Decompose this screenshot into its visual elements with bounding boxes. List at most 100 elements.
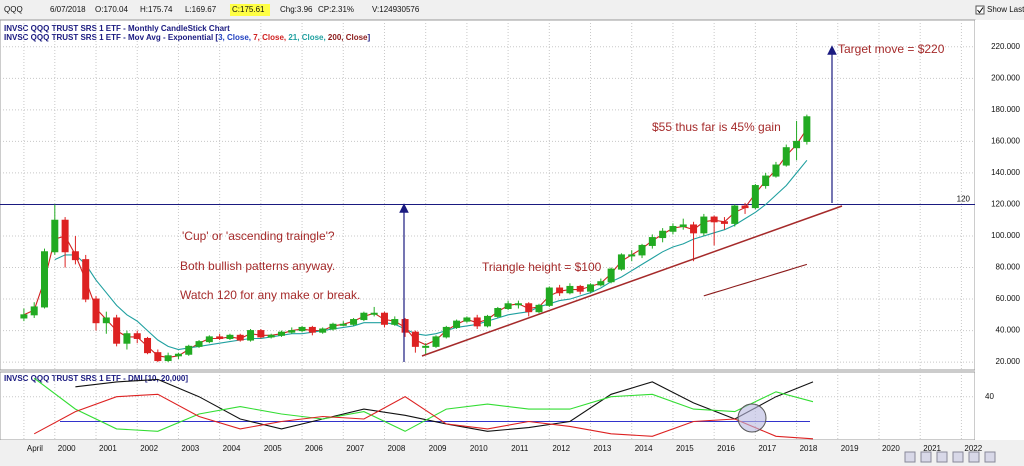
y-tick-label: 140.000 [991, 168, 1020, 177]
candle-body [587, 284, 595, 292]
toolbar-item: QQQ [4, 5, 23, 14]
candle-body [741, 205, 749, 209]
candle-body [82, 259, 90, 300]
candle-body [195, 341, 203, 347]
candle-body [226, 334, 234, 339]
toolbar-item: C:175.61 [232, 5, 265, 14]
candle-body [144, 337, 152, 354]
candle-body [380, 312, 388, 325]
candle-body [174, 353, 182, 357]
y-tick-label: 80.000 [996, 263, 1021, 272]
candle-body [113, 317, 121, 344]
y-tick-label: 120.000 [991, 200, 1020, 209]
x-tick-label: 2007 [346, 444, 364, 453]
candle-body [20, 314, 28, 319]
candle-body [576, 285, 584, 292]
show-last-label[interactable]: Show Last [987, 5, 1024, 14]
x-tick-label: 2009 [429, 444, 447, 453]
candle-body [463, 317, 471, 322]
y-tick-label: 200.000 [991, 73, 1020, 82]
x-tick-label: 2002 [140, 444, 158, 453]
nav-icon[interactable] [968, 451, 980, 463]
candle-body [494, 308, 502, 317]
candle-body [185, 345, 193, 355]
annotation: Both bullish patterns anyway. [180, 259, 335, 273]
candle-body [164, 355, 172, 362]
candle-body [51, 219, 59, 253]
candle-body [659, 230, 667, 239]
candle-body [525, 303, 533, 313]
candle-body [319, 328, 327, 333]
y-tick-label: 220.000 [991, 42, 1020, 51]
candle-body [308, 326, 316, 333]
candle-body [535, 304, 543, 313]
candle-body [731, 205, 739, 224]
x-tick-label: 2010 [470, 444, 488, 453]
checkbox[interactable] [975, 5, 985, 15]
candle-body [267, 334, 275, 338]
candle-body [648, 237, 656, 246]
x-tick-label: 2005 [264, 444, 282, 453]
candle-body [566, 285, 574, 294]
x-tick-label: 2016 [717, 444, 735, 453]
candle-body [61, 219, 69, 253]
x-tick-label: 2013 [594, 444, 612, 453]
nav-icon[interactable] [920, 451, 932, 463]
candle-body [772, 164, 780, 177]
legend-part: 7, Close, [253, 33, 288, 42]
candle-body [669, 226, 677, 232]
y-tick-label: 20.000 [996, 357, 1021, 366]
candle-body [411, 331, 419, 347]
candle-body [123, 333, 131, 344]
candle-body [628, 254, 636, 257]
legend-part: 200, Close [328, 33, 368, 42]
candle-body [236, 334, 244, 341]
candle-body [803, 116, 811, 142]
moving-average [54, 159, 808, 351]
nav-icons [904, 451, 996, 463]
annotation: 'Cup' or 'ascending traingle'? [182, 229, 335, 243]
candle-body [401, 319, 409, 333]
candle-body [700, 216, 708, 234]
toolbar-item: H:175.74 [140, 5, 173, 14]
x-axis-strip [0, 440, 1024, 466]
triangle-trendline [421, 205, 843, 357]
candle-body [41, 251, 49, 308]
nav-icon[interactable] [984, 451, 996, 463]
y-tick-label: 100.000 [991, 231, 1020, 240]
x-tick-label: 2020 [882, 444, 900, 453]
nav-icon[interactable] [952, 451, 964, 463]
y-tick-label: 40 [985, 392, 994, 401]
x-tick-label: 2008 [387, 444, 405, 453]
y-tick-label: 40.000 [996, 326, 1021, 335]
candle-body [133, 333, 141, 339]
candle-body [288, 330, 296, 333]
x-tick-label: 2017 [758, 444, 776, 453]
candle-body [370, 312, 378, 315]
candle-body [473, 317, 481, 327]
legend-part: 21, Close, [288, 33, 328, 42]
candle-body [617, 254, 625, 270]
candle-body [71, 251, 79, 261]
annotation: Triangle height = $100 [482, 260, 602, 274]
nav-icon[interactable] [936, 451, 948, 463]
nav-icon[interactable] [904, 451, 916, 463]
level-label: 120 [957, 195, 971, 204]
candle-body [154, 352, 162, 362]
candle-body [442, 326, 450, 338]
x-tick-label: 2006 [305, 444, 323, 453]
candle-body [329, 323, 337, 330]
dmi-line [33, 393, 814, 440]
candle-body [545, 287, 553, 306]
toolbar-item: L:169.67 [185, 5, 217, 14]
highlight [230, 4, 270, 16]
x-tick-label: April [27, 444, 43, 453]
annotation: Target move = $220 [838, 42, 945, 56]
candle-body [514, 303, 522, 306]
candle-body [298, 326, 306, 332]
candle-body [339, 323, 347, 326]
candle-body [504, 303, 512, 310]
candle-body [360, 312, 368, 321]
x-tick-label: 2004 [223, 444, 241, 453]
y-tick-label: 160.000 [991, 137, 1020, 146]
